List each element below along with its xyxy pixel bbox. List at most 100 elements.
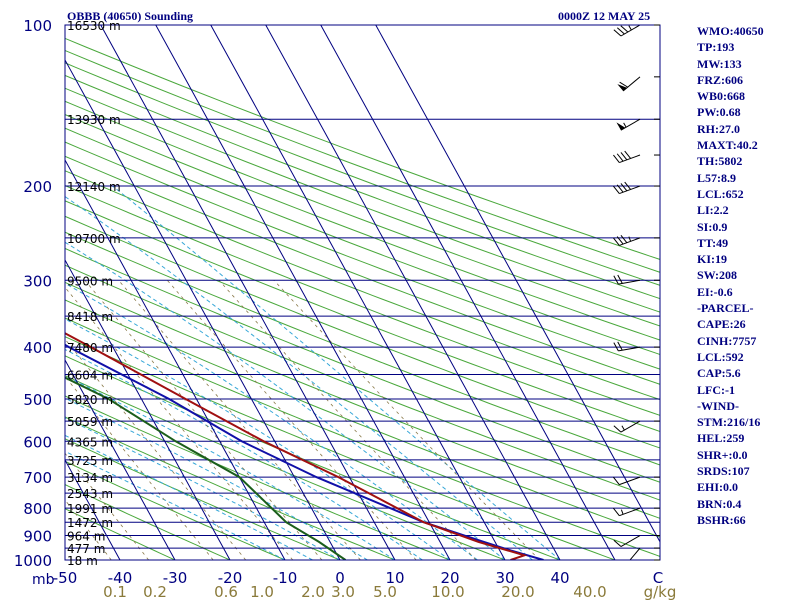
index-item: STM:216/16 xyxy=(697,415,761,430)
index-item: TT:49 xyxy=(697,235,729,250)
index-item: WMO:40650 xyxy=(697,24,764,38)
temperature-profile-line xyxy=(65,332,528,560)
mixing-ratio-line xyxy=(65,499,112,560)
moist-adiabat xyxy=(65,450,286,560)
mixing-ratio-tick-label: 3.0 xyxy=(331,583,355,600)
dry-adiabat xyxy=(65,49,660,273)
height-label: 7480 m xyxy=(67,341,113,355)
dry-adiabat xyxy=(65,231,660,466)
wind-barb xyxy=(613,535,641,547)
moist-adiabat xyxy=(65,348,423,560)
wind-barb xyxy=(635,560,640,582)
pressure-tick-label: 700 xyxy=(23,469,52,487)
dry-adiabat xyxy=(65,460,287,560)
temperature-tick-label: 0 xyxy=(335,569,345,587)
mixing-ratio-line xyxy=(65,338,247,560)
index-item: FRZ:606 xyxy=(697,72,743,87)
moist-adiabat xyxy=(65,241,506,560)
temperature-tick-label: 30 xyxy=(495,569,514,587)
height-label: 1472 m xyxy=(67,516,113,530)
isotherm xyxy=(65,158,286,560)
height-label: 477 m xyxy=(67,542,105,556)
x-axis-label: C xyxy=(653,569,663,587)
isotherm xyxy=(0,25,16,571)
wind-barb xyxy=(613,420,641,433)
height-label: 9500 m xyxy=(67,274,113,288)
mixing-ratio-unit: g/kg xyxy=(644,583,677,600)
dry-adiabat xyxy=(65,141,660,370)
wind-barb xyxy=(629,547,641,560)
index-item: -PARCEL- xyxy=(697,301,754,316)
temperature-tick-label: -10 xyxy=(273,569,298,587)
index-item: EHI:0.0 xyxy=(697,480,739,495)
wind-barb xyxy=(617,76,641,92)
dry-adiabat xyxy=(65,100,660,327)
index-item: TH:5802 xyxy=(697,154,743,169)
index-item: BRN:0.4 xyxy=(697,496,742,511)
dry-adiabat xyxy=(65,200,660,433)
index-item: RH:27.0 xyxy=(697,121,740,136)
pressure-tick-label: 300 xyxy=(23,272,52,290)
wind-barb xyxy=(613,25,641,37)
index-item: HEL:259 xyxy=(697,431,745,446)
index-item: PW:0.68 xyxy=(697,105,741,120)
temperature-tick-label: -20 xyxy=(218,569,243,587)
isotherm xyxy=(65,258,231,560)
dewpoint-profile-line xyxy=(65,376,347,560)
isotherm xyxy=(375,25,660,543)
isotherm xyxy=(65,558,66,560)
dry-adiabat xyxy=(65,170,660,401)
index-item: MW:133 xyxy=(697,56,742,71)
index-item: LI:2.2 xyxy=(697,203,729,218)
height-label: 2543 m xyxy=(67,487,113,501)
dry-adiabat xyxy=(65,87,660,313)
temperature-tick-label: 20 xyxy=(440,569,459,587)
wind-barb xyxy=(613,234,641,246)
index-item: KI:19 xyxy=(697,252,727,267)
moist-adiabat xyxy=(65,434,313,560)
moist-adiabat xyxy=(112,185,561,560)
temperature-tick-label: 40 xyxy=(550,569,569,587)
height-label: 5059 m xyxy=(67,415,113,429)
mixing-ratio-tick-label: 10.0 xyxy=(431,583,464,600)
dry-adiabat xyxy=(65,438,342,560)
isotherm xyxy=(65,358,176,560)
y-axis-label: mb xyxy=(32,572,55,588)
index-item: SRDS:107 xyxy=(697,464,750,479)
index-item: -WIND- xyxy=(697,398,739,413)
pressure-tick-label: 500 xyxy=(23,391,52,409)
dry-adiabat xyxy=(65,127,660,356)
height-label: 1991 m xyxy=(67,502,113,516)
pressure-tick-label: 100 xyxy=(23,17,52,35)
isotherm xyxy=(320,25,616,560)
dry-adiabat xyxy=(65,37,660,260)
wind-barb xyxy=(613,274,641,285)
wind-barb xyxy=(616,118,641,131)
wind-barb xyxy=(613,507,641,517)
isotherm xyxy=(155,25,451,560)
moist-adiabat xyxy=(65,195,533,560)
pressure-tick-label: 200 xyxy=(23,178,52,196)
mixing-ratio-tick-label: 1.0 xyxy=(250,583,274,600)
mixing-ratio-tick-label: 0.1 xyxy=(103,583,127,600)
pressure-tick-label: 900 xyxy=(23,528,52,546)
height-label: 12140 m xyxy=(67,180,121,194)
index-item: SHR+:0.0 xyxy=(697,447,748,462)
dry-adiabat xyxy=(65,416,397,560)
pressure-tick-label: 800 xyxy=(23,500,52,518)
height-label: 4365 m xyxy=(67,435,113,449)
dry-adiabat xyxy=(65,395,452,560)
mixing-ratio-line xyxy=(273,280,540,560)
temperature-tick-label: -40 xyxy=(108,569,133,587)
mixing-ratio-tick-label: 2.0 xyxy=(301,583,325,600)
profile-layer xyxy=(65,332,544,560)
dry-adiabat xyxy=(65,247,660,483)
index-item: LCL:652 xyxy=(697,186,744,201)
temperature-tick-label: -30 xyxy=(163,569,188,587)
height-label: 16530 m xyxy=(67,19,121,33)
index-item: SI:0.9 xyxy=(697,219,728,234)
dry-adiabat xyxy=(65,215,660,449)
mixing-ratio-tick-label: 5.0 xyxy=(373,583,397,600)
